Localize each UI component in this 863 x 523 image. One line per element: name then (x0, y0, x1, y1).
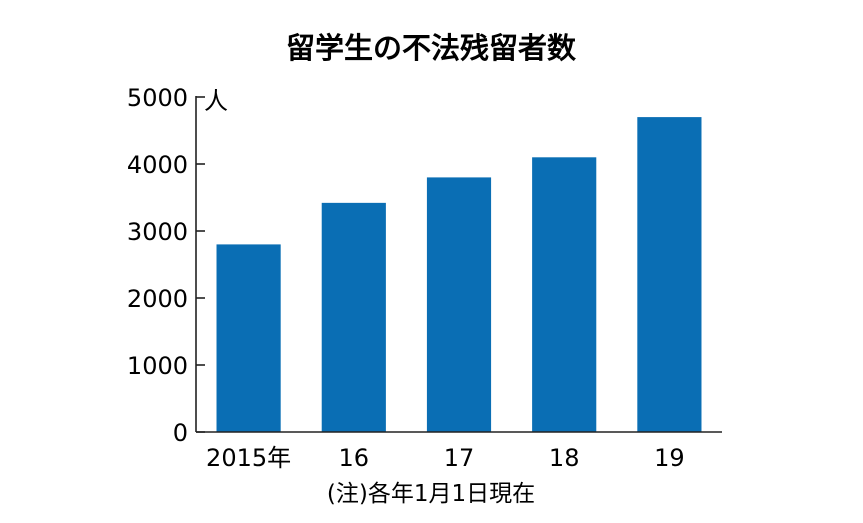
y-axis-ticks: 0 1000 2000 3000 4000 5000 (127, 84, 205, 447)
x-tick-label: 17 (444, 444, 475, 472)
bar-1 (321, 202, 386, 432)
chart-title: 留学生の不法残留者数 (286, 31, 577, 65)
bar-3 (532, 157, 597, 433)
x-tick-label: 2015年 (206, 444, 291, 472)
chart-note: (注)各年1月1日現在 (327, 481, 535, 507)
bar-2 (426, 177, 492, 432)
y-axis-unit-label: 人 (204, 87, 228, 115)
y-tick-label: 1000 (127, 352, 188, 380)
bar-0 (216, 244, 281, 432)
y-tick-label: 5000 (127, 84, 188, 112)
y-tick-label: 4000 (127, 151, 188, 179)
bar-4 (637, 117, 702, 432)
x-tick-label: 18 (549, 444, 580, 472)
y-tick-label: 0 (173, 419, 188, 447)
x-tick-label: 19 (654, 444, 685, 472)
bars (216, 117, 702, 433)
y-tick-label: 2000 (127, 285, 188, 313)
x-tick-label: 16 (339, 444, 370, 472)
y-tick-label: 3000 (127, 218, 188, 246)
x-axis-ticks: 2015年 16 17 18 19 (206, 444, 685, 472)
